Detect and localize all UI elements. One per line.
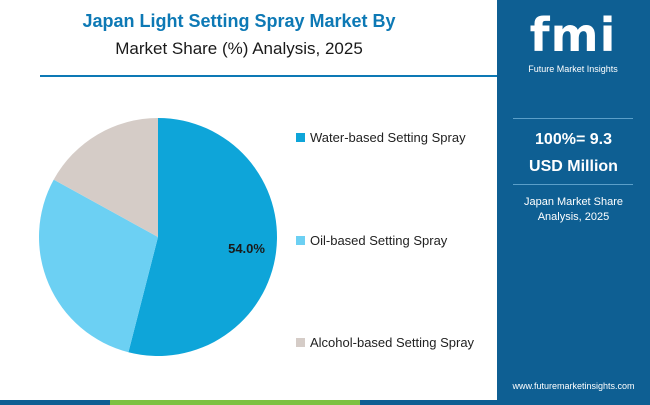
pie-slice-alcohol: [53, 118, 158, 237]
legend-item-alcohol: Alcohol-based Setting Spray: [296, 335, 474, 350]
bottom-seg-1: [0, 400, 110, 405]
website-url: www.futuremarketinsights.com: [512, 381, 635, 391]
chart-title-line1: Japan Light Setting Spray Market By: [82, 11, 396, 31]
fmi-logo: fmi Future Market Insights: [513, 10, 633, 85]
pie-slice-water: [128, 118, 277, 356]
legend-label-water: Water-based Setting Spray: [310, 130, 466, 145]
title-divider: [40, 75, 498, 77]
chart-title-line2: Market Share (%) Analysis, 2025: [115, 39, 363, 58]
logo-text: Future Market Insights: [528, 64, 618, 74]
legend-label-alcohol: Alcohol-based Setting Spray: [310, 335, 475, 350]
total-unit: USD Million: [529, 158, 618, 175]
legend-swatch-water: [296, 133, 305, 142]
legend: Water-based Setting Spray Oil-based Sett…: [296, 0, 496, 405]
bottom-accent-bar: [0, 400, 497, 405]
panel-subtitle-line1: Japan Market Share: [523, 196, 624, 208]
panel-subtitle-line2: Analysis, 2025: [537, 211, 610, 223]
pie-chart: 54.0%: [39, 118, 277, 356]
logo-letters: fmi: [529, 8, 617, 62]
panel-rule-bottom: [513, 184, 633, 185]
pie-label-water: 54.0%: [228, 241, 265, 256]
legend-item-water: Water-based Setting Spray: [296, 130, 466, 145]
total-value: 100%= 9.3: [535, 131, 612, 148]
bottom-seg-3: [360, 400, 497, 405]
legend-swatch-alcohol: [296, 338, 305, 347]
bottom-seg-2: [110, 400, 360, 405]
pie-slice-oil: [39, 179, 158, 353]
chart-title: Japan Light Setting Spray Market By Mark…: [0, 8, 478, 63]
legend-item-oil: Oil-based Setting Spray: [296, 233, 447, 248]
panel-subtitle: Japan Market Share Analysis, 2025: [497, 195, 650, 225]
legend-swatch-oil: [296, 236, 305, 245]
legend-label-oil: Oil-based Setting Spray: [310, 233, 448, 248]
side-panel: fmi Future Market Insights 100%= 9.3 USD…: [497, 0, 650, 405]
panel-rule-top: [513, 118, 633, 119]
